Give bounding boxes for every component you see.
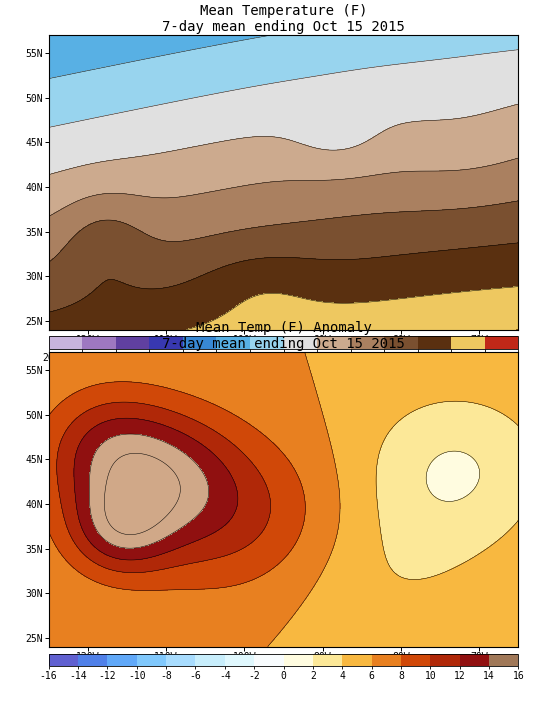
Title: Mean Temp (F) Anomaly
7-day mean ending Oct 15 2015: Mean Temp (F) Anomaly 7-day mean ending …	[162, 321, 405, 351]
Title: Mean Temperature (F)
7-day mean ending Oct 15 2015: Mean Temperature (F) 7-day mean ending O…	[162, 4, 405, 34]
